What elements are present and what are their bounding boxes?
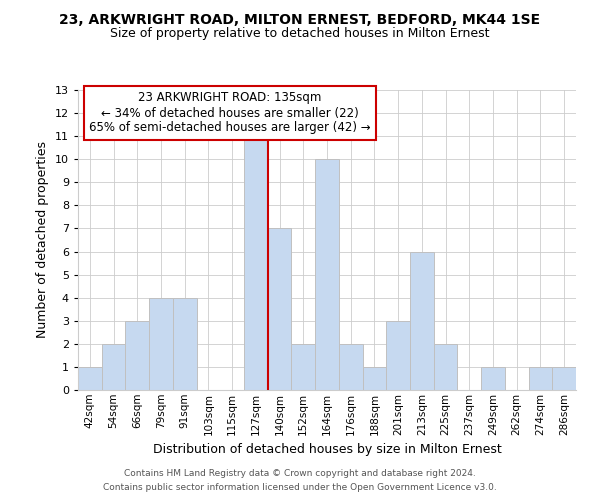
Bar bbox=[362, 367, 386, 390]
Text: Size of property relative to detached houses in Milton Ernest: Size of property relative to detached ho… bbox=[110, 28, 490, 40]
Text: Contains HM Land Registry data © Crown copyright and database right 2024.: Contains HM Land Registry data © Crown c… bbox=[124, 468, 476, 477]
Bar bbox=[552, 367, 576, 390]
Bar bbox=[125, 321, 149, 390]
Bar bbox=[386, 321, 410, 390]
Bar bbox=[481, 367, 505, 390]
Bar bbox=[268, 228, 292, 390]
Bar bbox=[339, 344, 362, 390]
Bar bbox=[173, 298, 197, 390]
Bar bbox=[78, 367, 102, 390]
Bar bbox=[244, 136, 268, 390]
Bar bbox=[434, 344, 457, 390]
Bar bbox=[529, 367, 552, 390]
Text: Contains public sector information licensed under the Open Government Licence v3: Contains public sector information licen… bbox=[103, 484, 497, 492]
Text: 23, ARKWRIGHT ROAD, MILTON ERNEST, BEDFORD, MK44 1SE: 23, ARKWRIGHT ROAD, MILTON ERNEST, BEDFO… bbox=[59, 12, 541, 26]
X-axis label: Distribution of detached houses by size in Milton Ernest: Distribution of detached houses by size … bbox=[152, 443, 502, 456]
Bar bbox=[292, 344, 315, 390]
Bar bbox=[410, 252, 434, 390]
Y-axis label: Number of detached properties: Number of detached properties bbox=[36, 142, 49, 338]
Text: 23 ARKWRIGHT ROAD: 135sqm
← 34% of detached houses are smaller (22)
65% of semi-: 23 ARKWRIGHT ROAD: 135sqm ← 34% of detac… bbox=[89, 92, 371, 134]
Bar bbox=[315, 159, 339, 390]
Bar bbox=[149, 298, 173, 390]
Bar bbox=[102, 344, 125, 390]
